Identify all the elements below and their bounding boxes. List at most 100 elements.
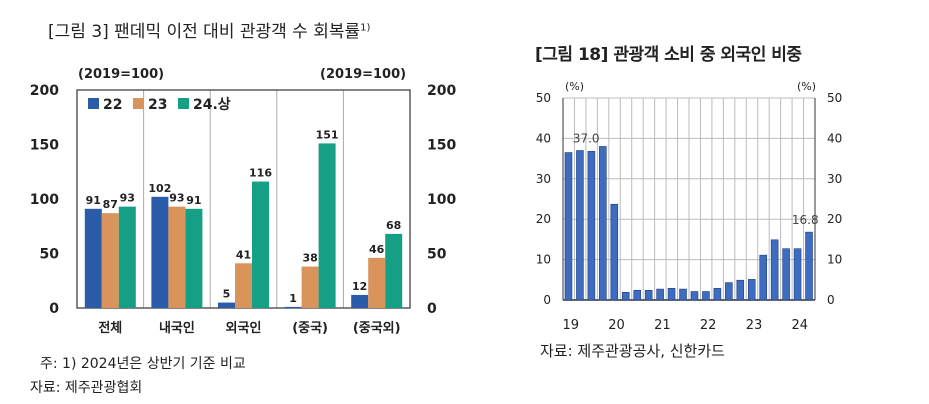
bar	[713, 287, 722, 301]
y-tick-left: 30	[536, 172, 551, 186]
bar-22	[84, 208, 102, 308]
chart2-title: [그림 18] 관광객 소비 중 외국인 비중	[535, 45, 802, 65]
bar-23	[235, 263, 252, 308]
y-tick-left: 200	[30, 83, 59, 99]
bar-24.상	[185, 208, 203, 308]
x-tick-label: 전체	[98, 320, 122, 336]
x-tick-label: 19	[562, 318, 579, 333]
bar-24.상	[118, 206, 136, 308]
data-label: 87	[103, 198, 118, 211]
legend-label: 23	[148, 97, 167, 113]
legend-swatch	[133, 98, 144, 109]
chart1-title: [그림 3] 팬데믹 이전 대비 관광객 수 회복률1)	[48, 22, 371, 42]
y-tick-right: 50	[427, 247, 447, 263]
y-tick-left: 50	[536, 91, 551, 105]
data-label: 68	[386, 219, 401, 232]
y-tick-left: 50	[40, 247, 60, 263]
bar	[621, 292, 630, 301]
chart1-unit-left: (2019=100)	[78, 67, 165, 82]
x-tick-label: 20	[608, 318, 625, 333]
y-tick-right: 10	[827, 253, 842, 267]
bar-23	[168, 206, 186, 308]
chart2-source: 자료: 제주관광공사, 신한카드	[540, 342, 725, 360]
legend-swatch	[178, 98, 189, 109]
y-tick-right: 100	[427, 192, 456, 208]
bar	[644, 290, 653, 301]
data-label: 91	[86, 194, 101, 207]
data-label: 102	[148, 182, 171, 195]
data-label: 1	[289, 292, 297, 305]
chart2-unit-right: (%)	[797, 80, 817, 93]
data-label: 151	[316, 128, 339, 141]
bar	[782, 248, 790, 301]
chart1-note: 주: 1) 2024년은 상반기 기준 비교	[40, 356, 246, 372]
data-label: 93	[120, 192, 135, 205]
y-tick-right: 0	[827, 293, 835, 307]
chart1-unit-right: (2019=100)	[320, 67, 407, 82]
bar	[805, 231, 813, 301]
bar	[610, 203, 619, 301]
y-tick-right: 50	[827, 91, 842, 105]
bar	[564, 152, 573, 301]
y-tick-left: 0	[49, 301, 59, 317]
data-label: 38	[302, 252, 317, 265]
chart1-source: 자료: 제주관광협회	[30, 380, 143, 396]
bar	[576, 150, 584, 301]
y-tick-left: 0	[543, 293, 551, 307]
bar-23	[301, 266, 319, 308]
x-tick-label: 22	[700, 318, 717, 333]
annotation: 37.0	[573, 132, 600, 146]
y-tick-right: 200	[427, 83, 456, 99]
y-tick-right: 40	[827, 131, 842, 145]
bar-24.상	[252, 181, 269, 308]
legend-label: 24.상	[193, 97, 231, 113]
legend-swatch	[88, 98, 99, 109]
bar	[736, 279, 745, 301]
bar	[770, 239, 779, 301]
data-label: 41	[236, 248, 251, 261]
data-label: 5	[223, 288, 231, 301]
chart2-unit-left: (%)	[565, 80, 585, 93]
bar	[747, 279, 756, 301]
bar-24.상	[385, 233, 403, 308]
data-label: 91	[186, 194, 201, 207]
x-tick-label: (중국외)	[353, 320, 401, 336]
bar	[633, 290, 641, 301]
bar-22	[284, 306, 302, 308]
bar	[679, 288, 687, 301]
bar	[690, 291, 699, 301]
data-label: 116	[249, 167, 272, 180]
bar	[702, 291, 710, 301]
bar	[667, 287, 676, 301]
y-tick-left: 100	[30, 192, 59, 208]
data-label: 93	[169, 192, 184, 205]
bar-22	[151, 196, 169, 308]
bar	[759, 254, 767, 301]
x-tick-label: (중국)	[292, 321, 328, 336]
y-tick-right: 0	[427, 301, 437, 317]
bar-22	[218, 302, 235, 308]
y-tick-left: 150	[30, 138, 59, 154]
bar	[599, 146, 607, 301]
x-tick-label: 21	[654, 318, 671, 333]
bar-23	[368, 257, 386, 308]
x-tick-label: 외국인	[226, 320, 262, 336]
bar-22	[351, 294, 369, 308]
bar-24.상	[318, 143, 336, 308]
data-label: 46	[369, 243, 385, 256]
y-tick-left: 40	[536, 131, 551, 145]
bar	[793, 248, 802, 301]
x-tick-label: 23	[746, 318, 763, 333]
annotation: 16.8	[792, 213, 819, 227]
bar	[587, 151, 596, 301]
data-label: 12	[352, 280, 367, 293]
y-tick-right: 20	[827, 212, 842, 226]
legend-label: 22	[103, 97, 122, 113]
y-tick-left: 10	[536, 253, 551, 267]
x-tick-label: 24	[792, 318, 809, 333]
bar	[656, 288, 664, 301]
y-tick-left: 20	[536, 212, 551, 226]
x-tick-label: 내국인	[159, 320, 195, 336]
y-tick-right: 150	[427, 138, 456, 154]
